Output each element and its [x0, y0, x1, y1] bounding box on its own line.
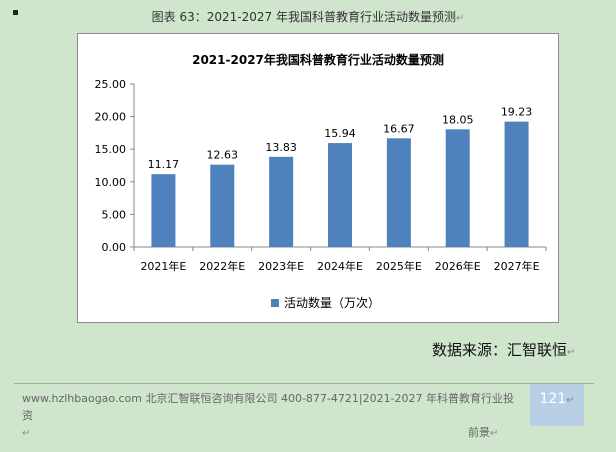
legend-label: 活动数量（万次） [284, 295, 380, 310]
bar [328, 143, 352, 247]
footer-website[interactable]: www.hzlhbaogao.com [22, 392, 142, 405]
x-tick-label: 2025年E [376, 259, 422, 273]
y-tick-label: 0.00 [102, 241, 127, 254]
chart-title: 2021-2027年我国科普教育行业活动数量预测 [192, 52, 444, 67]
data-label: 13.83 [265, 141, 297, 154]
x-tick-label: 2023年E [258, 259, 304, 273]
data-label: 11.17 [148, 158, 180, 171]
y-tick-label: 10.00 [95, 176, 127, 189]
y-tick-label: 20.00 [95, 111, 127, 124]
bar [386, 138, 411, 247]
footer-phone: 400-877-4721| [280, 392, 363, 405]
footer-report-title-cont: 前景↵ [468, 426, 499, 439]
legend-swatch [271, 299, 279, 307]
data-source: 数据来源：汇智联恒↵ [432, 339, 575, 360]
bar [269, 156, 294, 247]
x-tick-label: 2022年E [199, 259, 245, 273]
bar [445, 129, 470, 247]
footer-company: 北京汇智联恒咨询有限公司 [145, 392, 278, 405]
page-footer: www.hzlhbaogao.com 北京汇智联恒咨询有限公司 400-877-… [22, 390, 522, 442]
x-tick-label: 2027年E [494, 259, 540, 273]
page-number-box: 121↵ [530, 384, 584, 426]
list-bullet [13, 10, 18, 15]
x-tick-label: 2026年E [435, 259, 481, 273]
data-label: 19.23 [501, 106, 532, 119]
data-label: 12.63 [207, 149, 239, 162]
data-label: 16.67 [383, 122, 415, 135]
return-mark-icon: ↵ [566, 395, 575, 406]
return-mark-icon: ↵ [567, 347, 576, 358]
caption-text: 图表 63：2021-2027 年我国科普教育行业活动数量预测 [151, 10, 456, 24]
bar [210, 164, 235, 247]
y-tick-label: 25.00 [95, 78, 127, 91]
footer-report-title: 2021-2027 年科普教育行业投资 [22, 392, 515, 422]
return-mark-icon: ↵ [22, 428, 31, 439]
bar-chart: 2021-2027年我国科普教育行业活动数量预测 0.00 5.00 10.00 15.… [95, 52, 547, 310]
footer-divider [14, 383, 594, 384]
x-tick-label: 2021年E [140, 259, 186, 273]
chart-container: 2021-2027年我国科普教育行业活动数量预测 0.00 5.00 10.00 15.… [77, 33, 559, 323]
data-label: 15.94 [324, 127, 356, 140]
data-label: 18.05 [442, 113, 474, 126]
bar [504, 121, 529, 247]
source-text: 数据来源：汇智联恒 [432, 341, 568, 359]
figure-caption: 图表 63：2021-2027 年我国科普教育行业活动数量预测↵ [0, 8, 616, 25]
y-tick-label: 15.00 [95, 143, 127, 156]
return-mark-icon: ↵ [455, 13, 465, 24]
x-tick-label: 2024年E [317, 259, 363, 273]
bar [151, 174, 176, 247]
page-number: 121 [539, 391, 567, 407]
y-tick-label: 5.00 [102, 208, 127, 221]
